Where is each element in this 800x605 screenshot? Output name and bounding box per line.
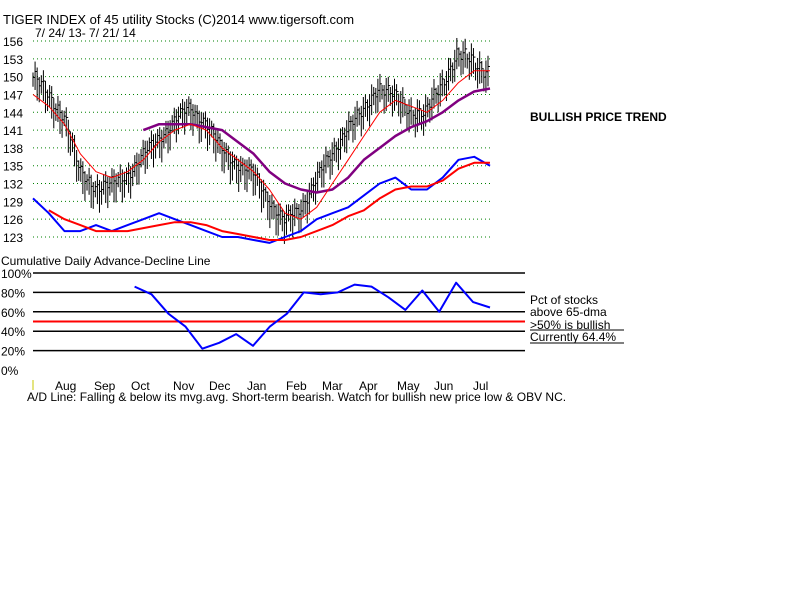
month-label: Jun <box>434 379 453 393</box>
pct-panel-lines <box>134 281 491 350</box>
pct-label-3: >50% is bullish <box>530 318 610 332</box>
trend-label: BULLISH PRICE TREND <box>530 110 667 124</box>
x-month-labels: Aug Sep Oct Nov Dec Jan Feb Mar Apr May Jun Jul <box>55 379 488 393</box>
pct-y-tick-label: 20% <box>1 345 25 359</box>
month-label: Feb <box>286 379 307 393</box>
month-label: Jan <box>247 379 266 393</box>
month-label: Sep <box>94 379 116 393</box>
month-label: Nov <box>173 379 194 393</box>
month-label: Jul <box>473 379 488 393</box>
price-y-ticks: 156 153 150 147 144 141 138 135 132 129 126 123 <box>3 35 23 245</box>
pct-above-65dma-line <box>134 281 491 350</box>
price-panel-lines <box>32 70 491 244</box>
pct-y-tick-label: 80% <box>1 286 25 300</box>
month-label: Dec <box>209 379 230 393</box>
pct-y-tick-label: 100% <box>1 267 32 281</box>
price-y-tick-label: 153 <box>3 53 23 67</box>
ad-ma-line <box>48 161 490 241</box>
ma-short-line <box>32 70 490 220</box>
price-y-tick-label: 129 <box>3 195 23 209</box>
pct-y-tick-label: 60% <box>1 306 25 320</box>
pct-y-tick-label: 0% <box>1 364 19 378</box>
month-label: Mar <box>322 379 343 393</box>
pct-y-tick-label: 40% <box>1 325 25 339</box>
price-y-tick-label: 138 <box>3 142 23 156</box>
month-label: Oct <box>131 379 150 393</box>
price-y-tick-label: 126 <box>3 213 23 227</box>
price-y-tick-label: 132 <box>3 178 23 192</box>
month-label: Apr <box>359 379 378 393</box>
price-y-tick-label: 144 <box>3 106 23 120</box>
date-range: 7/ 24/ 13- 7/ 21/ 14 <box>35 26 136 40</box>
pct-label-4: Currently 64.4% <box>530 330 616 344</box>
price-y-tick-label: 147 <box>3 88 23 102</box>
month-label: May <box>397 379 420 393</box>
price-y-tick-label: 156 <box>3 35 23 49</box>
pct-panel-grid <box>33 272 525 352</box>
ad-panel-title: Cumulative Daily Advance-Decline Line <box>1 254 211 268</box>
ma-long-line <box>142 87 491 194</box>
pct-label-2: above 65-dma <box>530 305 607 319</box>
price-y-tick-label: 141 <box>3 124 23 138</box>
price-y-tick-label: 150 <box>3 71 23 85</box>
pct-label-1: Pct of stocks <box>530 293 598 307</box>
price-y-tick-label: 123 <box>3 231 23 245</box>
month-label: Aug <box>55 379 76 393</box>
pct-y-ticks: 100% 80% 60% 40% 20% 0% <box>1 267 32 378</box>
footer-note: A/D Line: Falling & below its mvg.avg. S… <box>27 390 566 404</box>
price-y-tick-label: 135 <box>3 160 23 174</box>
chart-title: TIGER INDEX of 45 utility Stocks (C)2014… <box>3 12 354 27</box>
price-bars <box>32 37 490 244</box>
